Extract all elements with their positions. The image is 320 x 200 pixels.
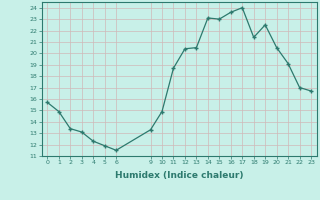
X-axis label: Humidex (Indice chaleur): Humidex (Indice chaleur) [115,171,244,180]
